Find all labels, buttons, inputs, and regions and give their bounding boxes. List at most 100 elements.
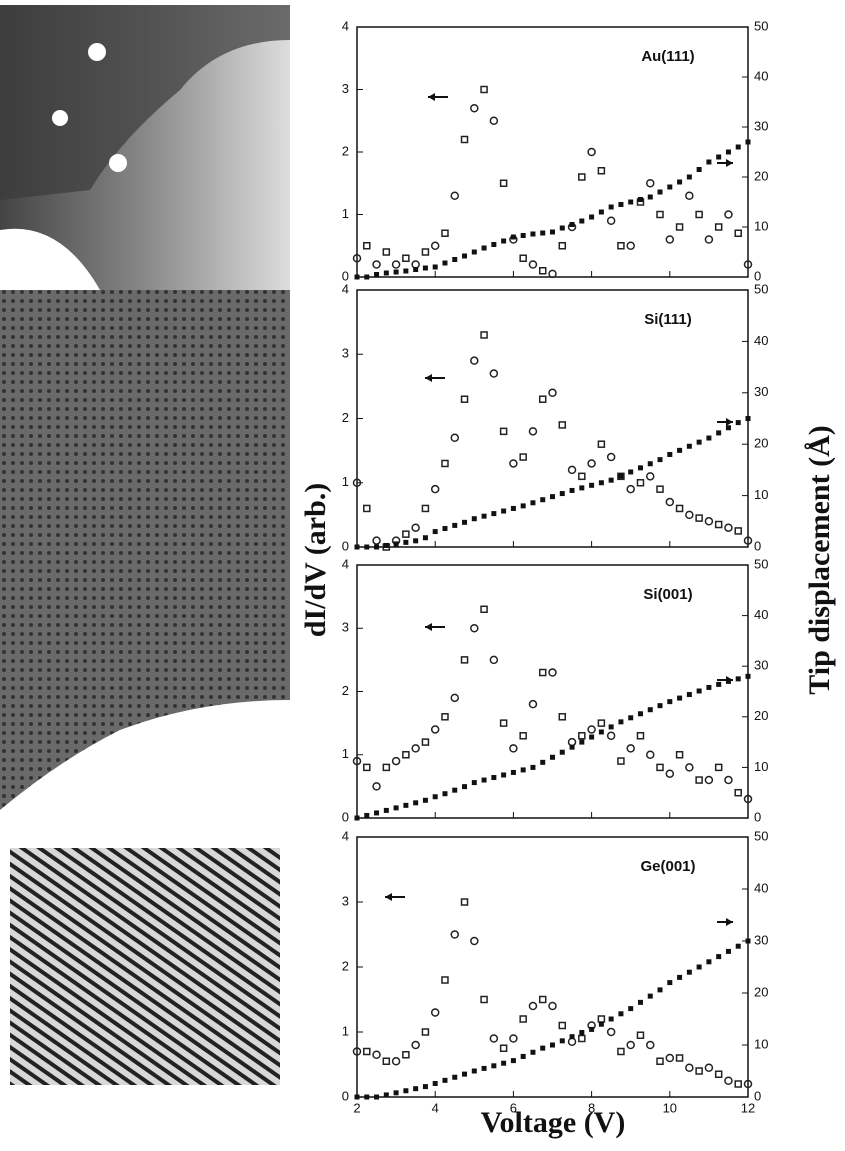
didv-point: [695, 1067, 703, 1075]
tip-point: [432, 794, 438, 800]
adatom: [109, 154, 127, 172]
tip-point: [413, 800, 419, 806]
didv-point: [558, 713, 567, 721]
y2-tick-label: 10: [754, 1036, 768, 1051]
tip-point: [550, 229, 555, 235]
didv-point: [441, 713, 449, 721]
tip-point: [520, 1053, 526, 1059]
didv-point: [352, 756, 362, 766]
tip-point: [550, 1042, 555, 1048]
tip-point: [393, 805, 399, 811]
tip-point: [677, 179, 683, 185]
didv-point: [617, 472, 625, 481]
didv-point: [734, 788, 742, 797]
didv-point: [548, 668, 557, 677]
tip-point: [393, 269, 399, 275]
didv-point: [489, 369, 499, 378]
tip-point: [501, 508, 507, 514]
didv-point: [665, 1053, 675, 1063]
didv-point: [460, 135, 469, 144]
didv-point: [567, 737, 577, 747]
y2-tick-label: 50: [754, 281, 768, 296]
didv-point: [509, 459, 518, 468]
tip-point: [579, 218, 585, 224]
y2-tick-label: 30: [754, 932, 768, 947]
didv-point: [606, 216, 616, 225]
didv-point: [626, 1040, 635, 1050]
didv-point: [685, 763, 694, 772]
didv-point: [567, 465, 577, 475]
didv-point: [372, 260, 381, 269]
didv-point: [519, 453, 527, 461]
didv-point: [587, 459, 596, 468]
y-tick-label: 3: [342, 620, 349, 635]
tip-point: [706, 959, 712, 965]
didv-point: [558, 421, 567, 429]
y2-tick-label: 10: [754, 759, 768, 774]
tip-point: [598, 209, 604, 215]
didv-point: [646, 750, 655, 759]
didv-point: [480, 331, 488, 339]
didv-point: [606, 1027, 616, 1037]
didv-point: [743, 536, 753, 545]
didv-point: [421, 1028, 430, 1036]
tip-point: [540, 1045, 546, 1051]
arrow-head: [428, 93, 435, 101]
tip-point: [354, 274, 360, 280]
didv-point: [430, 725, 440, 734]
tip-point: [364, 812, 370, 818]
didv-point: [646, 179, 655, 188]
didv-point: [528, 699, 538, 709]
didv-point: [714, 223, 723, 231]
x-tick-label: 4: [432, 1100, 439, 1115]
tip-point: [589, 734, 595, 740]
tip-point: [471, 1068, 477, 1074]
tip-point: [589, 1026, 595, 1032]
didv-point: [743, 260, 753, 269]
tip-point: [374, 272, 380, 277]
didv-point: [538, 395, 547, 403]
tip-point: [442, 1077, 448, 1083]
tip-point: [598, 480, 604, 486]
arrow-head: [425, 623, 432, 631]
arrow-head: [726, 418, 733, 426]
didv-point: [402, 530, 410, 538]
tip-point: [413, 1086, 419, 1092]
didv-point: [372, 782, 381, 791]
didv-point: [411, 523, 420, 532]
adatom: [88, 43, 106, 61]
didv-point: [558, 242, 567, 250]
tip-point: [637, 999, 643, 1005]
tip-point: [501, 238, 507, 244]
tip-point: [677, 695, 683, 701]
tip-point: [550, 754, 555, 760]
didv-point: [372, 1050, 381, 1059]
tip-point: [491, 242, 497, 247]
tip-point: [735, 676, 741, 682]
didv-point: [460, 898, 469, 906]
didv-point: [734, 229, 742, 237]
panel-label: Au(111): [641, 48, 694, 65]
y-tick-label: 4: [342, 18, 349, 33]
didv-point: [538, 267, 547, 275]
didv-point: [704, 517, 714, 526]
tip-point: [462, 253, 468, 259]
y-tick-label: 3: [342, 893, 349, 908]
tip-point: [374, 1094, 380, 1100]
tip-point: [481, 777, 487, 783]
stm-image-ge: [10, 848, 280, 1085]
tip-point: [745, 416, 751, 421]
tip-point: [696, 688, 702, 694]
didv-point: [548, 1001, 557, 1011]
y-tick-label: 0: [342, 1088, 349, 1103]
tip-point: [491, 775, 497, 781]
tip-point: [442, 791, 448, 797]
x-tick-label: 12: [741, 1100, 755, 1115]
x-axis-title: Voltage (V): [481, 1106, 626, 1139]
tip-point: [706, 435, 712, 441]
tip-point: [696, 167, 702, 172]
tip-point: [628, 1006, 634, 1012]
tip-point: [452, 787, 458, 793]
tip-point: [608, 204, 614, 210]
tip-point: [442, 525, 448, 531]
